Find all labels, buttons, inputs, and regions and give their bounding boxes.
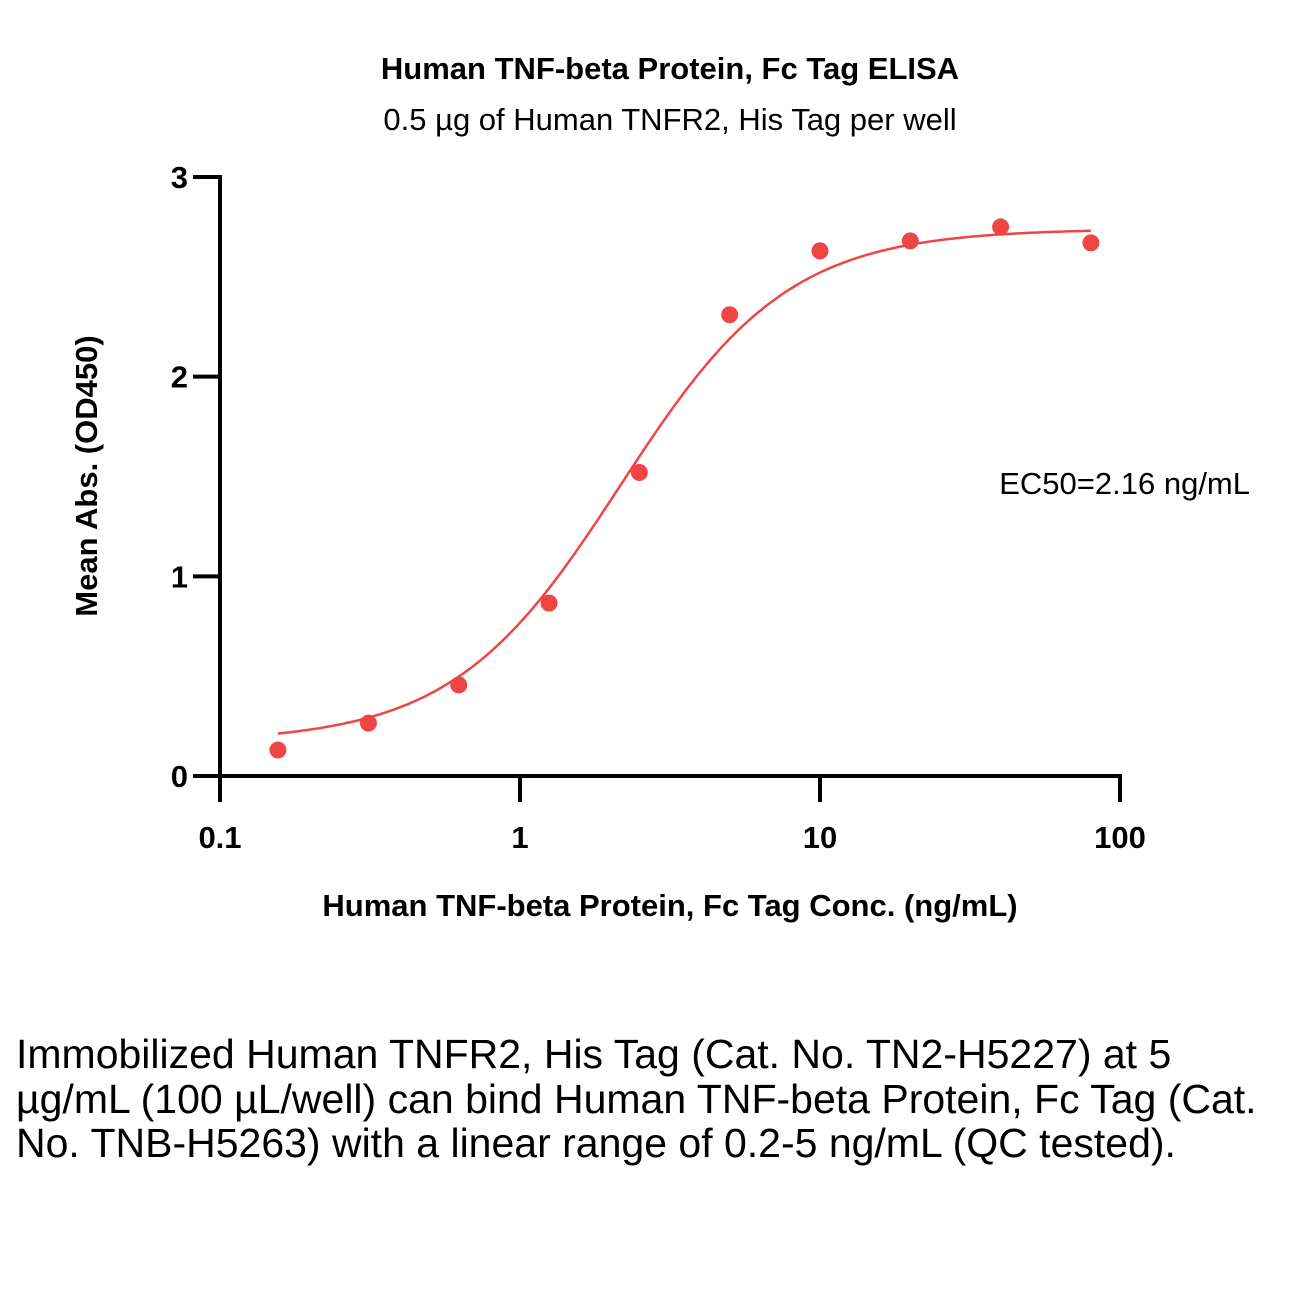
axes: 0 1 2 3 0.1 1 10 100 <box>171 160 1146 855</box>
data-point <box>811 242 829 260</box>
data-points <box>269 218 1100 759</box>
data-point <box>450 676 468 694</box>
chart-title: Human TNF-beta Protein, Fc Tag ELISA <box>381 51 959 86</box>
chart-subtitle: 0.5 µg of Human TNFR2, His Tag per well <box>383 102 956 137</box>
data-point <box>992 218 1010 236</box>
y-tick-label: 0 <box>171 759 188 794</box>
data-point <box>269 741 287 759</box>
x-tick-label: 1 <box>511 820 528 855</box>
fit-curve <box>277 229 1091 735</box>
x-axis-label: Human TNF-beta Protein, Fc Tag Conc. (ng… <box>322 888 1017 923</box>
data-point <box>721 306 739 324</box>
y-axis-label: Mean Abs. (OD450) <box>69 335 104 616</box>
data-point <box>901 232 919 250</box>
data-point <box>630 464 648 482</box>
data-point <box>540 594 558 612</box>
elisa-chart: Human TNF-beta Protein, Fc Tag ELISA 0.5… <box>69 51 1250 923</box>
x-tick-label: 0.1 <box>198 820 241 855</box>
data-point <box>1082 234 1100 252</box>
x-tick-label: 10 <box>803 820 837 855</box>
data-point <box>359 714 377 732</box>
ec50-annotation: EC50=2.16 ng/mL <box>999 466 1250 501</box>
figure-caption: Immobilized Human TNFR2, His Tag (Cat. N… <box>16 1031 1257 1166</box>
x-tick-label: 100 <box>1094 820 1146 855</box>
y-tick-label: 1 <box>171 559 188 594</box>
y-tick-label: 3 <box>171 160 188 195</box>
y-tick-label: 2 <box>171 360 188 395</box>
